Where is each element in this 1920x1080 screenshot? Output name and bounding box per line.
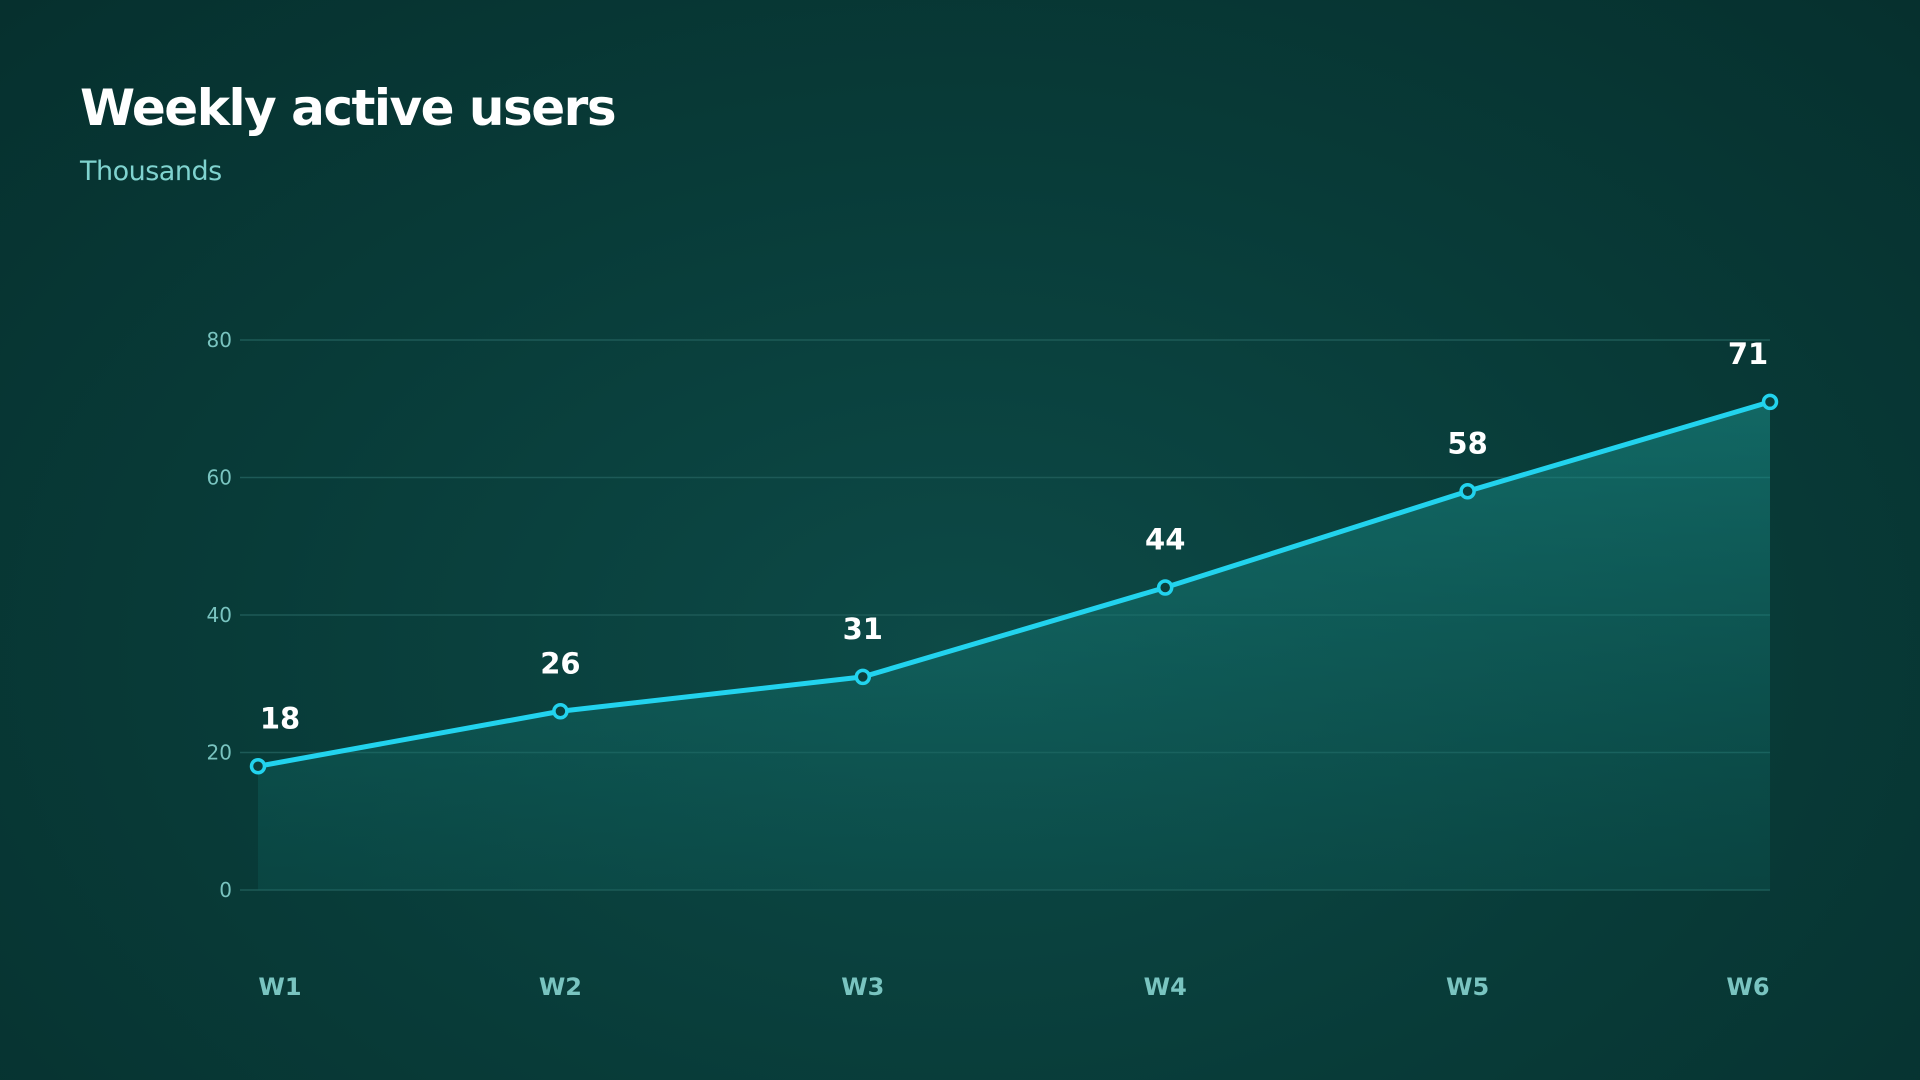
data-point <box>552 703 569 720</box>
x-axis: W1 W2 W3 W4 W5 W6 <box>258 973 1769 1001</box>
data-label: 71 <box>1728 337 1768 371</box>
data-point <box>1459 483 1476 500</box>
data-point <box>1761 393 1779 411</box>
series-area <box>258 401 1770 890</box>
point-layer <box>249 393 1779 775</box>
chart-title: Weekly active users <box>80 79 617 137</box>
y-axis: 0 20 40 60 80 <box>207 328 232 902</box>
data-point <box>854 668 872 686</box>
x-tick-label: W6 <box>1726 973 1769 1001</box>
series-line <box>255 399 1773 769</box>
data-label: 58 <box>1447 426 1487 460</box>
x-tick-label: W1 <box>258 973 301 1001</box>
data-point <box>249 758 267 775</box>
y-tick-label: 60 <box>207 466 232 490</box>
x-tick-label: W2 <box>539 973 582 1001</box>
x-tick-label: W4 <box>1144 973 1187 1001</box>
data-label: 18 <box>260 701 300 735</box>
y-tick-label: 40 <box>207 603 232 627</box>
x-tick-label: W5 <box>1446 973 1489 1001</box>
x-tick-label: W3 <box>841 973 884 1001</box>
y-tick-label: 20 <box>207 741 232 765</box>
data-point <box>1156 579 1174 596</box>
data-label: 31 <box>843 612 883 646</box>
label-layer: 18 26 31 44 58 71 <box>260 337 1768 735</box>
chart-subtitle: Thousands <box>80 156 222 187</box>
line-layer <box>255 399 1773 769</box>
area-layer <box>258 401 1770 890</box>
data-label: 44 <box>1145 523 1185 557</box>
y-tick-label: 0 <box>219 878 232 902</box>
data-label: 26 <box>540 646 580 680</box>
y-tick-label: 80 <box>207 328 232 352</box>
